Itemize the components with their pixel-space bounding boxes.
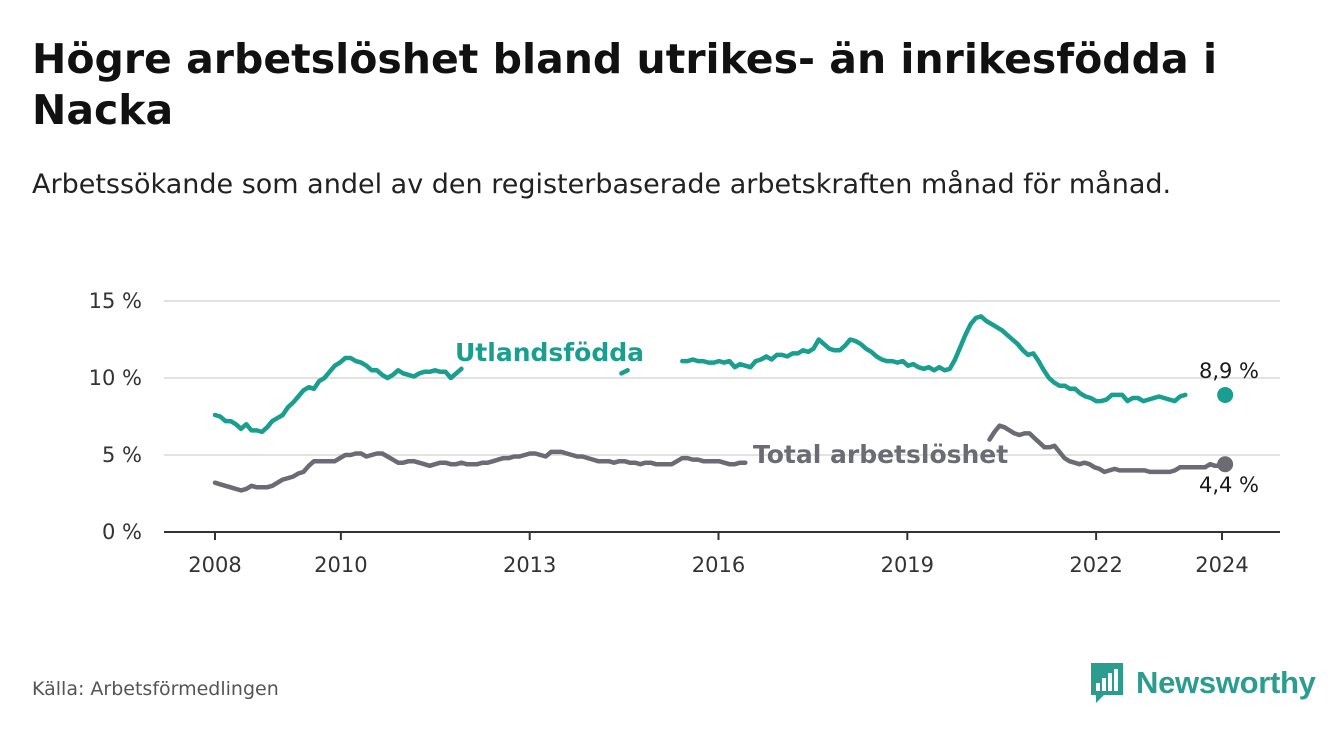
series-line-utlandsfodda	[680, 314, 1188, 404]
series-line-total	[212, 449, 748, 493]
end-point-utlandsfodda	[1217, 386, 1234, 403]
newsworthy-icon	[1091, 663, 1123, 703]
series-line-utlandsfodda	[619, 368, 630, 376]
brand-logo: Newsworthy	[1088, 660, 1316, 706]
x-tick-label: 2022	[1069, 553, 1122, 577]
series-label-utlandsfodda: Utlandsfödda	[455, 338, 644, 367]
series-lines	[212, 314, 1234, 493]
x-tick-label: 2008	[188, 553, 241, 577]
chart-title: Högre arbetslöshet bland utrikes- än inr…	[32, 35, 1217, 134]
y-tick-label: 10 %	[89, 366, 142, 390]
x-tick-label: 2013	[503, 553, 556, 577]
x-tick-label: 2016	[692, 553, 745, 577]
series-line-utlandsfodda	[212, 355, 464, 435]
end-label-utlandsfodda: 8,9 %	[1199, 359, 1259, 383]
chart-subtitle: Arbetssökande som andel av den registerb…	[32, 169, 1172, 200]
end-label-total: 4,4 %	[1199, 473, 1259, 497]
x-tick-label: 2019	[881, 553, 934, 577]
y-tick-label: 0 %	[102, 520, 142, 544]
grid-lines: 0 % 5 % 10 % 15 %	[89, 289, 1280, 544]
brand-name: Newsworthy	[1136, 665, 1316, 700]
y-tick-label: 5 %	[102, 443, 142, 467]
x-tick-label: 2010	[314, 553, 367, 577]
y-tick-label: 15 %	[89, 289, 142, 313]
x-axis: 2008 2010 2013 2016 2019 2022 2024	[164, 531, 1280, 577]
end-point-total	[1217, 456, 1234, 473]
series-line-total	[987, 423, 1228, 475]
series-labels: Utlandsfödda Total arbetslöshet 8,9 % 4,4 %	[455, 338, 1259, 497]
series-label-total: Total arbetslöshet	[753, 440, 1008, 469]
x-tick-label: 2024	[1195, 553, 1248, 577]
source-note: Källa: Arbetsförmedlingen	[32, 678, 279, 700]
